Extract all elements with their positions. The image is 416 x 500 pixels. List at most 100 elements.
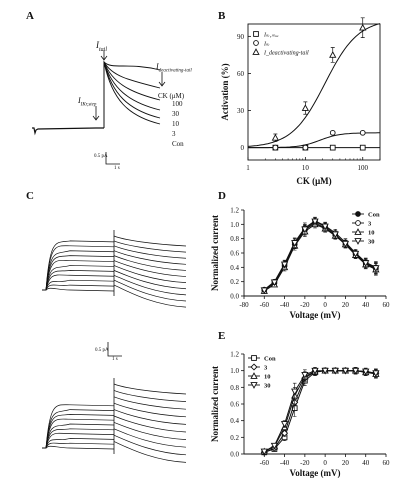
chart-d-xtick-label: -80 <box>239 301 249 309</box>
panel-a-scale-time: 1 s <box>114 166 120 171</box>
panel-a-tail-trace <box>103 61 161 128</box>
chart-e-point <box>291 388 299 396</box>
panel-c-top-tail-trace <box>113 240 187 253</box>
chart-b-legend-marker <box>253 40 259 46</box>
chart-b-ytick-label: 30 <box>237 107 245 115</box>
chart-e-point <box>301 371 309 379</box>
panel-a-scalebar <box>105 152 120 165</box>
panel-c-top-tail-trace <box>113 284 187 308</box>
chart-d-ytick-label: 0.4 <box>230 264 239 272</box>
panel-label-d: D <box>218 190 226 202</box>
chart-d-point <box>301 226 309 234</box>
chart-e-ytick-label: 1.2 <box>230 351 239 359</box>
chart-e-point <box>280 421 289 428</box>
chart-e-point <box>311 367 319 375</box>
chart-e-ytick-label: 0.8 <box>230 384 239 392</box>
chart-d-ytick-label: 0.0 <box>230 293 239 301</box>
chart-d-legend-marker <box>354 228 362 235</box>
chart-b-point <box>271 133 280 141</box>
chart-e-series-line <box>264 370 376 453</box>
panel-c-top-tail-trace <box>113 255 187 271</box>
chart-b-ytick-label: 90 <box>237 33 245 41</box>
panel-c-top-tail-trace <box>113 274 187 296</box>
chart-e-point <box>372 370 380 378</box>
chart-e-ytick-label: 0.6 <box>230 401 239 409</box>
chart-e: 0.0 0.2 0.4 0.6 0.8 1.0 1.2 -60 -40 -20 0 20 40 60 Vol… <box>210 351 390 479</box>
chart-e-ytick-label: 0.2 <box>230 434 239 442</box>
chart-d-point <box>331 231 339 239</box>
panel-a-ideact-label: Ideactivating-tail <box>156 62 192 74</box>
chart-d-xtick-label: 0 <box>323 301 327 309</box>
chart-b-point <box>359 23 367 31</box>
chart-d-point <box>291 240 299 247</box>
chart-d-ytick-label: 0.6 <box>230 250 239 258</box>
chart-d-point <box>280 261 289 269</box>
panel-c-top-tail-trace <box>113 260 187 277</box>
chart-e-point <box>341 367 350 375</box>
chart-d-point <box>321 223 329 231</box>
panel-a-ck-unit: CK (μM) <box>158 92 185 100</box>
chart-b-frame <box>247 23 381 161</box>
chart-e-legend-label: 10 <box>264 374 271 381</box>
chart-e-xtick-label: -60 <box>260 459 270 467</box>
chart-d-legend-label: 3 <box>368 221 372 228</box>
chart-d-point <box>260 287 268 295</box>
chart-b-xlabel: CK (μM) <box>296 176 331 186</box>
chart-d: 0.0 0.2 0.4 0.6 0.8 1.0 1.2 -80 -60 -40 -20 0 20 40 60… <box>210 207 390 321</box>
chart-d-ytick-label: 1.2 <box>230 207 239 215</box>
panel-c-bottom-tail-trace <box>113 396 187 410</box>
chart-d-xtick-label: 20 <box>342 301 350 309</box>
panel-c-top-step-trace <box>42 240 115 291</box>
chart-e-ytick-label: 1.0 <box>230 367 239 375</box>
chart-e-ylabel: Normalized current <box>210 366 220 442</box>
chart-e-xtick-label: 0 <box>323 459 327 467</box>
chart-e-xtick-label: -40 <box>280 459 290 467</box>
chart-d-point <box>270 279 279 287</box>
chart-d-ytick-label: 0.8 <box>230 235 239 243</box>
chart-e-point <box>260 448 268 456</box>
chart-d-series-line <box>263 220 377 291</box>
chart-b-xtick-label: 1 <box>246 164 250 172</box>
chart-e-xtick-label: 40 <box>362 459 370 467</box>
chart-e-point <box>321 367 329 375</box>
chart-b-fit-deact <box>247 23 381 147</box>
chart-b-ytick-label: 60 <box>237 70 245 78</box>
chart-d-legend-marker <box>355 220 361 226</box>
chart-b-xtick-label: 100 <box>357 164 368 172</box>
chart-b-point <box>302 144 309 151</box>
panel-c-scale-time: 1 s <box>112 357 118 362</box>
chart-e-series-line <box>264 370 376 452</box>
chart-b-legend-marker <box>252 48 260 55</box>
chart-b-ylabel: Activation (%) <box>220 63 230 120</box>
panel-a-itail-label: Itail <box>96 40 108 53</box>
chart-d-point <box>351 250 360 258</box>
chart-e-legend-marker <box>250 363 258 371</box>
chart-e-series-line <box>264 370 376 453</box>
chart-b-ytick-label: 0 <box>241 144 245 152</box>
chart-b-point <box>329 51 337 58</box>
chart-d-legend-label: 30 <box>368 239 375 246</box>
chart-e-legend-label: 30 <box>264 383 271 390</box>
chart-b-point <box>359 144 366 151</box>
panel-a-arrow-deact <box>158 72 166 87</box>
panel-c-top-tail-trace <box>113 270 187 290</box>
panel-a-step-trace <box>32 127 104 136</box>
chart-b-legend-label: Iₖᵣ,ₘₐₓ <box>263 33 279 39</box>
chart-e-legend-marker <box>250 372 258 379</box>
chart-e-point <box>351 367 360 375</box>
panel-c-top-tail-trace <box>113 250 187 265</box>
panel-c-top-tail-trace <box>113 279 187 302</box>
chart-d-point <box>341 240 350 248</box>
panel-c-top-tail-trace <box>113 235 187 247</box>
chart-b: 0 30 60 90 1 10 100 CK (μM) Activation (%) Iₖᵣ,ₘₐ… <box>220 17 381 186</box>
panel-a-concentration-label: 10 <box>172 120 179 128</box>
chart-d-xtick-label: 40 <box>362 301 370 309</box>
panel-c-bottom-tail-trace <box>113 422 187 440</box>
chart-d-xlabel: Voltage (mV) <box>290 310 341 320</box>
panel-c-bottom-step-trace <box>42 404 115 449</box>
chart-e-legend-marker <box>250 382 258 389</box>
chart-b-legend-label: I_deactivating-tail <box>263 51 309 57</box>
